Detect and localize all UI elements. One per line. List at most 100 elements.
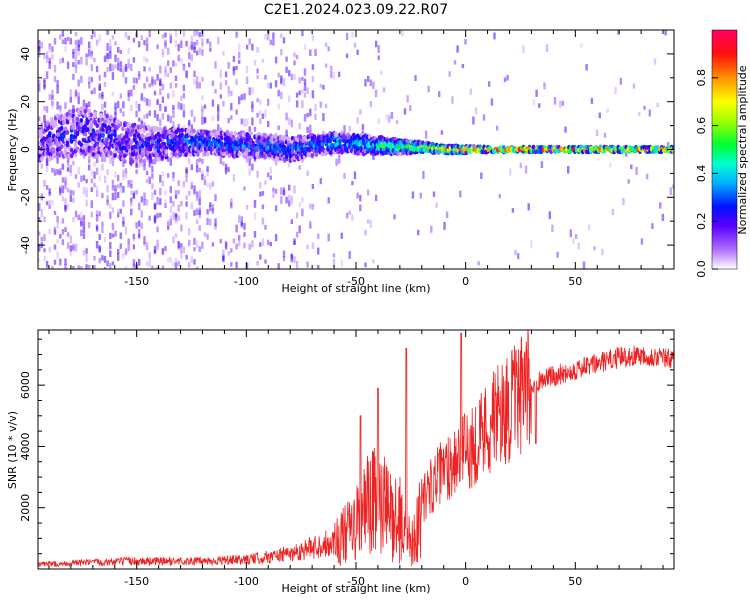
- spectrogram-cell: [180, 103, 183, 110]
- spectrogram-cell: [38, 116, 41, 122]
- spectrogram-cell: [367, 189, 370, 196]
- spectrogram-cell: [238, 96, 241, 105]
- spectrogram-cell: [124, 77, 128, 82]
- spectrogram-cell: [172, 90, 175, 98]
- spectrogram-cell: [322, 84, 325, 90]
- spectrogram-cell: [198, 82, 201, 88]
- spectrogram-cell: [101, 94, 104, 100]
- spectrogram-cell: [148, 146, 153, 152]
- spectrogram-cell: [193, 41, 196, 50]
- spectrogram-cell: [322, 130, 325, 136]
- spectrogram-cell: [532, 99, 536, 106]
- spectrogram-cell: [38, 203, 41, 211]
- spectrogram-cell: [203, 175, 207, 182]
- spectrogram-cell: [73, 152, 78, 158]
- spectrogram-cell: [174, 39, 178, 48]
- spectrogram-cell: [306, 112, 309, 118]
- spectrogram-cell: [169, 257, 172, 263]
- spectrogram-cell: [111, 207, 115, 214]
- spectrogram-cell: [159, 212, 162, 218]
- spectrogram-cell: [143, 122, 146, 127]
- spectrogram-cell: [211, 116, 215, 121]
- spectrogram-cell: [135, 189, 138, 195]
- spectrogram-cell: [240, 94, 243, 101]
- spectrogram-cell: [95, 129, 99, 135]
- spectrogram-cell: [577, 242, 580, 250]
- spectrogram-cell: [72, 266, 75, 269]
- spectrogram-cell: [422, 170, 425, 179]
- spectrogram-cell: [243, 118, 246, 127]
- spectrogram-cell: [77, 39, 80, 48]
- spectrogram-cell: [356, 49, 359, 55]
- spectrogram-cell: [238, 51, 241, 59]
- spectrogram-cell: [43, 79, 46, 88]
- spectrogram-cell: [177, 54, 180, 62]
- spectrogram-cell: [79, 122, 84, 128]
- spectrogram-cell: [364, 262, 367, 268]
- spectrogram-cell: [72, 73, 75, 80]
- spectrogram-cell: [114, 41, 117, 46]
- spectrogram-cell: [69, 164, 72, 173]
- spectrogram-cell: [103, 110, 107, 117]
- spectrogram-cell: [259, 110, 262, 116]
- x-tick-label: 0: [462, 275, 469, 288]
- spectrogram-cell: [232, 238, 236, 244]
- spectrogram-cell: [574, 234, 578, 239]
- spectrogram-cell: [140, 196, 143, 203]
- spectrogram-cell: [356, 117, 359, 124]
- spectrogram-cell: [217, 106, 220, 114]
- spectrogram-cell: [138, 124, 143, 130]
- spectrogram-cell: [182, 110, 186, 118]
- spectrogram-cell: [48, 228, 51, 234]
- spectrogram-cell: [280, 33, 283, 38]
- spectrogram-cell: [627, 179, 630, 184]
- x-tick-label: 50: [568, 575, 582, 588]
- spectrogram-cell: [122, 216, 125, 224]
- spectrogram-cell: [151, 166, 154, 173]
- spectrogram-cell: [95, 226, 99, 232]
- spectrogram-cell: [169, 206, 172, 214]
- spectrogram-cell: [53, 226, 57, 234]
- spectrogram-cell: [585, 64, 588, 71]
- spectrogram-cell: [132, 38, 136, 43]
- spectrogram-cell: [293, 185, 296, 194]
- spectrogram-cell: [127, 35, 130, 40]
- spectrogram-cell: [90, 169, 93, 177]
- spectrogram-cell: [113, 153, 117, 159]
- spectrogram-cell: [524, 165, 528, 174]
- spectrogram-cell: [540, 161, 544, 168]
- spectrogram-cell: [269, 175, 272, 181]
- spectrogram-cell: [82, 215, 86, 221]
- spectrogram-cell: [143, 56, 146, 63]
- spectrogram-cell: [59, 258, 62, 266]
- spectrogram-cell: [117, 184, 120, 189]
- spectrogram-cell: [193, 79, 196, 85]
- spectrogram-cell: [146, 124, 151, 130]
- spectrogram-cell: [177, 189, 180, 195]
- spectrogram-cell: [169, 215, 172, 223]
- spectrogram-cell: [53, 38, 57, 45]
- spectrogram-cell: [95, 39, 99, 45]
- spectrogram-cell: [267, 172, 270, 178]
- spectrogram-cell: [93, 255, 96, 261]
- spectrogram-cell: [164, 145, 169, 151]
- spectrogram-cell: [235, 261, 238, 269]
- spectrogram-cell: [338, 158, 341, 164]
- spectrogram-cell: [56, 154, 59, 159]
- spectrogram-cell: [248, 126, 251, 132]
- spectrogram-cell: [188, 239, 191, 247]
- spectrogram-cell: [38, 231, 41, 236]
- spectrogram-cell: [95, 241, 99, 249]
- spectrogram-cell: [435, 202, 438, 208]
- spectrogram-cell: [119, 133, 122, 139]
- spectrogram-cell: [257, 135, 261, 141]
- spectrogram-cell: [267, 120, 270, 128]
- spectrogram-cell: [303, 44, 307, 50]
- spectrogram-cell: [54, 122, 58, 128]
- spectrogram-cell: [238, 238, 241, 247]
- spectrogram-cell: [172, 174, 175, 182]
- y-tick-label: 2000: [19, 494, 32, 522]
- spectrogram-cell: [172, 262, 175, 267]
- spectrogram-cell: [390, 111, 394, 119]
